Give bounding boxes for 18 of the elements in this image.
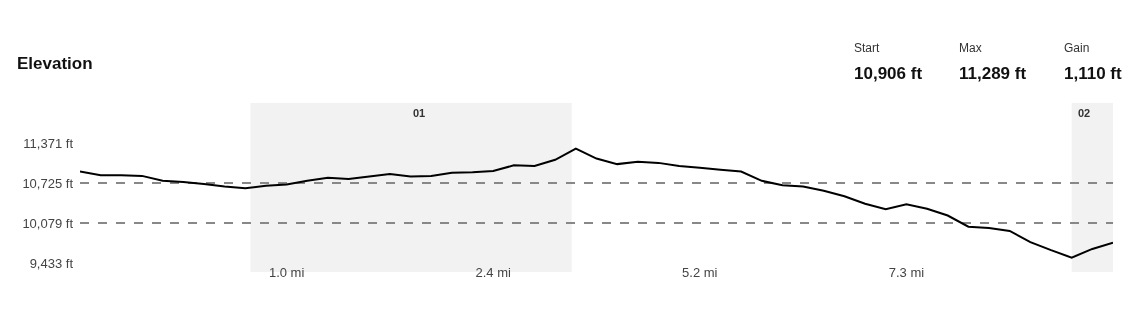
x-tick-label: 7.3 mi: [888, 265, 925, 280]
text: Max: [959, 41, 982, 55]
x-tick-label: 1.0 mi: [268, 265, 305, 280]
line-series: [80, 147, 1113, 259]
chart-title: Elevation: [17, 53, 93, 73]
text: 11,289 ft: [959, 64, 1027, 83]
y-tick-label: 10,079 ft: [22, 215, 74, 231]
x-tick-label: 2.4 mi: [475, 265, 512, 280]
y-tick-label: 10,725 ft: [22, 175, 74, 191]
text: 01: [413, 107, 426, 119]
x-tick-label: 5.2 mi: [682, 265, 718, 280]
y-tick-label: 11,371 ft: [23, 135, 74, 151]
text: 10,906 ft: [854, 64, 923, 83]
text: Gain: [1064, 41, 1090, 55]
y-tick-label: 9,433 ft: [29, 255, 74, 271]
text: Start: [854, 41, 881, 55]
text: 1,110 ft: [1064, 64, 1122, 83]
text: 02: [1078, 107, 1091, 119]
